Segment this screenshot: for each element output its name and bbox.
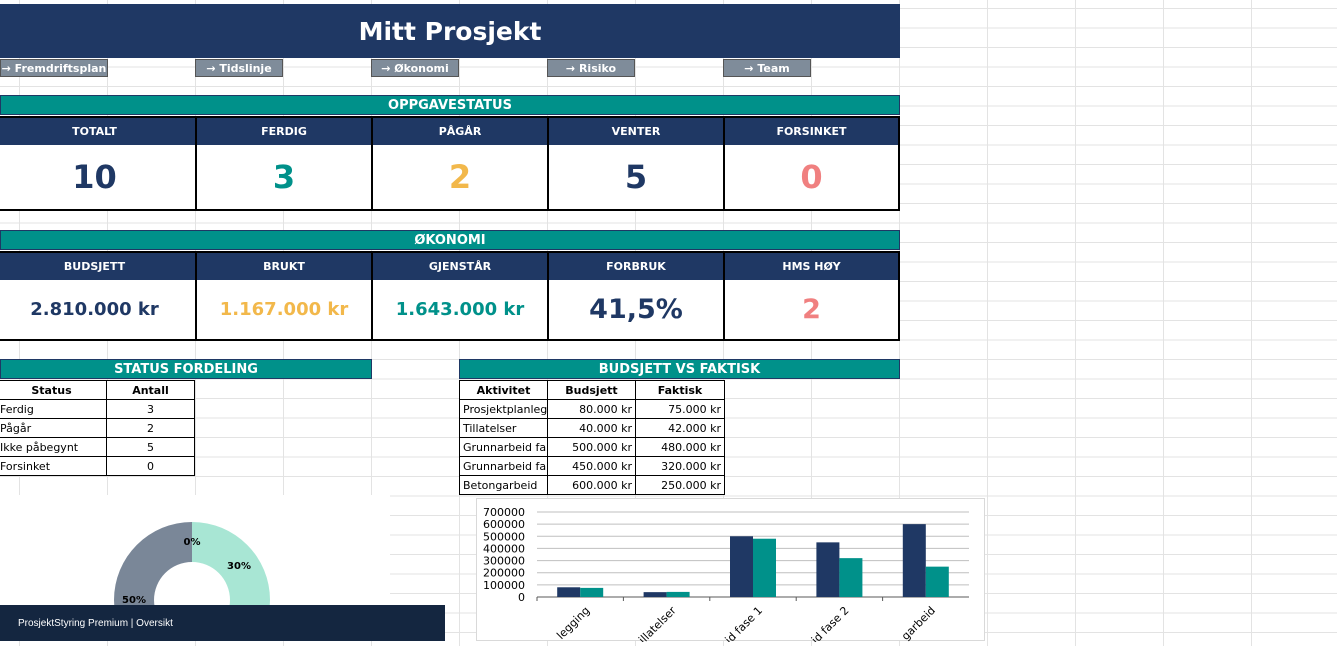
y-tick-label: 400000 (483, 542, 525, 555)
task_status-header-0: TOTALT (0, 116, 195, 145)
donut-label: 0% (184, 537, 201, 548)
status-distribution-table: Status Antall Ferdig 3 Pågår 2 Ikke påbegynt… (0, 380, 195, 476)
bar-1-1[interactable] (666, 591, 690, 597)
bar-0-4[interactable] (902, 524, 926, 597)
y-tick-label: 700000 (483, 506, 525, 519)
table-cell: Ikke påbegynt (0, 437, 107, 457)
table-cell: 75.000 kr (635, 399, 725, 419)
bar-0-0[interactable] (557, 587, 581, 597)
table-row: Betongarbeid 600.000 kr 250.000 kr (459, 475, 725, 495)
column-header: Faktisk (635, 380, 725, 400)
table-cell: 250.000 kr (635, 475, 725, 495)
task_status-value-0: 10 (0, 145, 195, 211)
y-tick-label: 500000 (483, 530, 525, 543)
nav-button-risiko[interactable]: → Risiko (547, 59, 635, 77)
column-header: Status (0, 380, 107, 400)
economy-header-1: BRUKT (195, 251, 371, 280)
budget-bar-chart: 7000006000005000004000003000002000001000… (483, 506, 969, 646)
y-tick-label: 100000 (483, 579, 525, 592)
table-cell: Forsinket (0, 456, 107, 476)
task_status-value-1: 3 (195, 145, 371, 211)
economy-value-2: 1.643.000 kr (371, 280, 547, 341)
x-tick-label: illatelser (636, 604, 679, 642)
footer-bar: ProsjektStyring Premium | Oversikt (0, 605, 445, 641)
column-header: Budsjett (547, 380, 636, 400)
economy-value-3: 41,5% (547, 280, 723, 341)
table-cell: Tillatelser (459, 418, 548, 438)
table-cell: 500.000 kr (547, 437, 636, 457)
nav-button-fremdriftsplan[interactable]: → Fremdriftsplan (0, 59, 108, 77)
economy-value-0: 2.810.000 kr (0, 280, 195, 341)
table-cell: 600.000 kr (547, 475, 636, 495)
x-tick-label: garbeid (899, 604, 938, 642)
task_status-header-1: FERDIG (195, 116, 371, 145)
footer-text: ProsjektStyring Premium | Oversikt (18, 617, 173, 629)
table-cell: Grunnarbeid fa (459, 437, 548, 457)
table-row: Prosjektplanleg 80.000 kr 75.000 kr (459, 399, 725, 419)
nav-button-tidslinje[interactable]: → Tidslinje (195, 59, 283, 77)
table-cell: 0 (106, 456, 195, 476)
economy-value-1: 1.167.000 kr (195, 280, 371, 341)
table-cell: 450.000 kr (547, 456, 636, 476)
bar-0-3[interactable] (816, 542, 840, 597)
bar-1-4[interactable] (925, 566, 949, 597)
budget-vs-actual-table: Aktivitet Budsjett Faktisk Prosjektplanl… (459, 380, 725, 495)
table-cell: Prosjektplanleg (459, 399, 548, 419)
table-cell: Betongarbeid (459, 475, 548, 495)
economy-header-2: GJENSTÅR (371, 251, 547, 280)
table-row: Ferdig 3 (0, 399, 195, 419)
nav-button-okonomi[interactable]: → Økonomi (371, 59, 459, 77)
table-cell: Grunnarbeid fa (459, 456, 548, 476)
task_status-value-3: 5 (547, 145, 723, 211)
donut-label: 50% (122, 595, 146, 606)
table-cell: Pågår (0, 418, 107, 438)
table-row: Grunnarbeid fa 500.000 kr 480.000 kr (459, 437, 725, 457)
table-row: Forsinket 0 (0, 456, 195, 476)
column-header: Antall (106, 380, 195, 400)
table-row: Ikke påbegynt 5 (0, 437, 195, 457)
y-tick-label: 0 (518, 591, 525, 604)
task_status-value-4: 0 (723, 145, 900, 211)
column-header: Aktivitet (459, 380, 548, 400)
economy-header-3: FORBRUK (547, 251, 723, 280)
task_status-header-3: VENTER (547, 116, 723, 145)
task_status-header-2: PÅGÅR (371, 116, 547, 145)
budget-vs-actual-heading: BUDSJETT VS FAKTISK (459, 359, 900, 379)
y-tick-label: 300000 (483, 555, 525, 568)
page-title: Mitt Prosjekt (0, 4, 900, 58)
x-tick-label: id fase 1 (723, 604, 766, 642)
table-cell: 2 (106, 418, 195, 438)
bar-1-2[interactable] (753, 538, 776, 597)
bar-1-0[interactable] (580, 587, 604, 597)
table-cell: 5 (106, 437, 195, 457)
donut-label: 30% (227, 561, 251, 572)
table-row: Grunnarbeid fa 450.000 kr 320.000 kr (459, 456, 725, 476)
table-cell: 42.000 kr (635, 418, 725, 438)
table-cell: 480.000 kr (635, 437, 725, 457)
economy-heading: ØKONOMI (0, 230, 900, 250)
task_status-value-2: 2 (371, 145, 547, 211)
economy-header-0: BUDSJETT (0, 251, 195, 280)
budget-bar-chart-area[interactable]: 700000 600000 500000 400000 300000 200000 1000… (476, 498, 985, 646)
x-tick-label: id fase 2 (809, 604, 852, 642)
table-cell: 320.000 kr (635, 456, 725, 476)
economy-value-4: 2 (723, 280, 900, 341)
table-row: Pågår 2 (0, 418, 195, 438)
table-cell: 3 (106, 399, 195, 419)
economy-header-4: HMS HØY (723, 251, 900, 280)
x-tick-label: legging (554, 604, 592, 642)
y-tick-label: 600000 (483, 518, 525, 531)
y-tick-label: 200000 (483, 567, 525, 580)
table-row: Tillatelser 40.000 kr 42.000 kr (459, 418, 725, 438)
task-status-heading: OPPGAVESTATUS (0, 95, 900, 115)
table-cell: Ferdig (0, 399, 107, 419)
bar-0-1[interactable] (643, 592, 667, 597)
nav-button-team[interactable]: → Team (723, 59, 811, 77)
bar-0-2[interactable] (730, 536, 753, 597)
status-distribution-heading: STATUS FORDELING (0, 359, 372, 379)
table-cell: 40.000 kr (547, 418, 636, 438)
task_status-header-4: FORSINKET (723, 116, 900, 145)
table-cell: 80.000 kr (547, 399, 636, 419)
bar-1-3[interactable] (839, 558, 863, 597)
